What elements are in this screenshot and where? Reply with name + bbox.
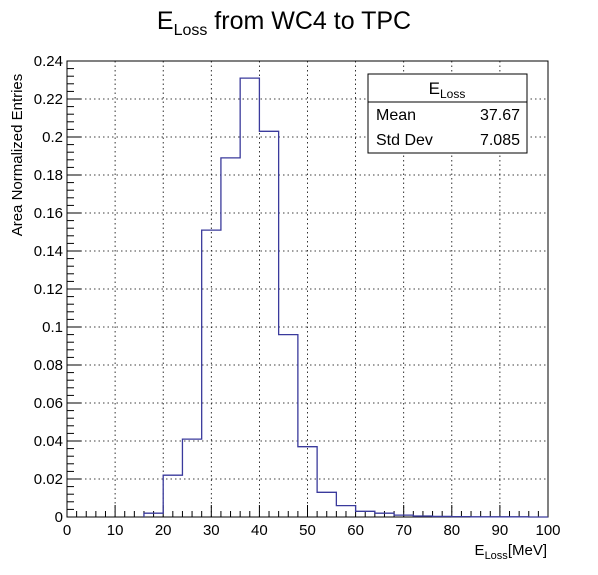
y-tick-label: 0.24 <box>34 53 63 70</box>
histogram-bin <box>202 230 221 517</box>
x-tick-label: 90 <box>492 522 509 539</box>
y-tick-label: 0.14 <box>34 243 63 260</box>
y-axis-label: Area Normalized Entries <box>9 74 26 237</box>
x-axis-label-rest: [MeV] <box>508 542 547 559</box>
histogram-bin <box>336 506 355 517</box>
y-tick-label: 0.2 <box>42 129 63 146</box>
x-tick-label: 0 <box>63 522 71 539</box>
y-tick-label: 0.12 <box>34 281 63 298</box>
histogram-bin <box>433 516 452 517</box>
histogram-bin <box>394 515 413 517</box>
histogram-bin <box>182 439 201 517</box>
x-tick-label: 80 <box>443 522 460 539</box>
chart-title: ELoss from WC4 to TPC <box>157 7 411 39</box>
stats-stddev-value: 7.085 <box>480 132 520 149</box>
stats-box-title: ELoss <box>429 79 466 101</box>
histogram-bin <box>144 513 163 517</box>
stats-box-title-main: E <box>429 79 440 98</box>
stats-box-title-sub: Loss <box>440 87 465 101</box>
stats-mean-value: 37.67 <box>480 107 520 124</box>
x-tick-label: 60 <box>347 522 364 539</box>
tick-labels: 0 10 20 30 40 50 60 70 80 90 100 0 0.02 0.04 0.06 0.08 0… <box>34 53 561 539</box>
y-tick-label: 0.04 <box>34 433 63 450</box>
stats-box: ELoss Mean 37.67 Std Dev 7.085 <box>367 73 528 154</box>
chart-title-main: E <box>157 7 174 35</box>
histogram <box>143 77 548 518</box>
y-tick-label: 0.06 <box>34 395 63 412</box>
y-tick-label: 0.18 <box>34 167 63 184</box>
y-tick-label: 0.16 <box>34 205 63 222</box>
x-axis-label: ELoss[MeV] <box>475 542 547 562</box>
x-tick-label: 20 <box>155 522 172 539</box>
x-tick-label: 100 <box>535 522 560 539</box>
x-axis-label-main: E <box>475 542 485 559</box>
histogram-bin <box>259 131 278 517</box>
x-tick-label: 50 <box>299 522 316 539</box>
histogram-bin <box>317 492 336 517</box>
chart-title-rest: from WC4 to TPC <box>207 7 411 35</box>
histogram-bin <box>375 513 394 517</box>
histogram-bin <box>356 511 375 517</box>
histogram-bin <box>279 335 298 517</box>
axis-ticks <box>66 60 549 518</box>
y-tick-label: 0 <box>55 509 63 526</box>
histogram-bin <box>413 516 432 517</box>
y-tick-label: 0.1 <box>42 319 63 336</box>
histogram-bin <box>221 158 240 517</box>
y-tick-label: 0.02 <box>34 471 63 488</box>
histogram-outline <box>143 77 548 518</box>
histogram-bin <box>163 475 182 517</box>
y-tick-label: 0.22 <box>34 91 63 108</box>
stats-mean-label: Mean <box>376 107 416 124</box>
x-tick-label: 10 <box>107 522 124 539</box>
y-tick-label: 0.08 <box>34 357 63 374</box>
x-axis-label-sub: Loss <box>485 550 509 562</box>
chart-title-sub: Loss <box>174 22 208 39</box>
stats-stddev-label: Std Dev <box>376 132 433 149</box>
stats-box-frame <box>367 73 528 154</box>
x-tick-label: 40 <box>251 522 268 539</box>
histogram-bin <box>298 447 317 517</box>
histogram-bin <box>240 78 259 517</box>
x-tick-label: 30 <box>203 522 220 539</box>
x-tick-label: 70 <box>395 522 412 539</box>
